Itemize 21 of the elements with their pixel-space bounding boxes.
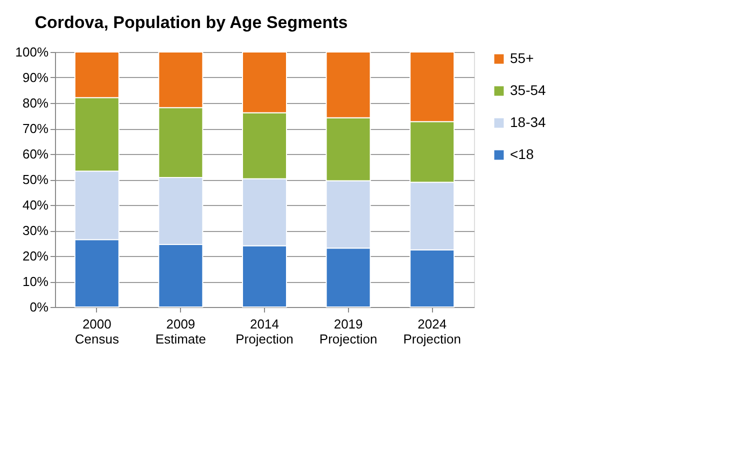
x-tick-label: 2009 Estimate <box>155 316 206 346</box>
x-tick-label: 2024 Projection <box>403 316 462 346</box>
y-tick-label: 10% <box>22 274 49 289</box>
y-tick-label: 80% <box>22 96 49 110</box>
y-tick-label: 90% <box>22 70 49 85</box>
y-tick-label: 0% <box>30 300 49 314</box>
legend-label: 55+ <box>510 50 534 66</box>
legend-label: 35-54 <box>510 82 546 98</box>
y-tick-label: 100% <box>15 44 49 60</box>
legend-label: <18 <box>510 146 534 162</box>
y-tick-label: 30% <box>22 223 49 238</box>
y-tick-label: 60% <box>22 146 49 162</box>
chart-title: Cordova, Population by Age Segments <box>34 13 348 32</box>
x-tick-label: 2000 Census <box>74 316 120 346</box>
y-tick-label: 40% <box>22 198 49 212</box>
y-tick-label: 20% <box>22 248 49 264</box>
x-tick-label: 2019 Projection <box>319 316 378 346</box>
y-tick-label: 70% <box>22 121 49 136</box>
x-tick-label: 2014 Projection <box>236 316 294 346</box>
y-tick-label: 50% <box>22 172 49 187</box>
legend-label: 18-34 <box>510 114 546 130</box>
